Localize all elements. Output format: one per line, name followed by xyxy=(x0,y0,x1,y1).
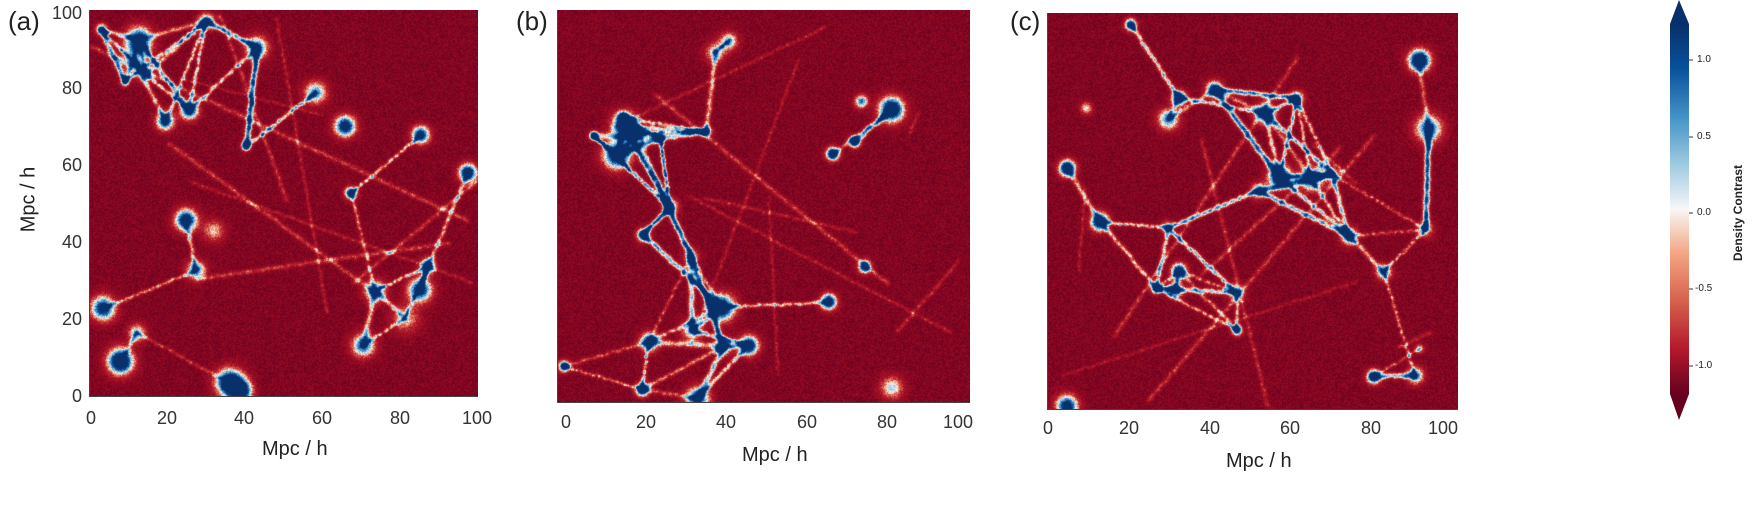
panel-label-a: (a) xyxy=(8,6,40,36)
y-axis-b xyxy=(557,10,558,403)
xtick-c-100: 100 xyxy=(1428,418,1459,438)
xtick-c-60: 60 xyxy=(1280,418,1301,438)
xlabel-b: Mpc / h xyxy=(742,444,808,466)
xtick-c-0: 0 xyxy=(1043,418,1054,438)
ytick-a-40: 40 xyxy=(62,232,83,252)
ylabel-a: Mpc / h xyxy=(17,166,40,233)
ytick-a-20: 20 xyxy=(62,309,83,329)
colorbar-tick-0: 0.0 xyxy=(1697,207,1711,218)
xtick-a-0: 0 xyxy=(86,408,97,428)
xtick-b-40: 40 xyxy=(716,412,737,432)
xtick-c-40: 40 xyxy=(1200,418,1221,438)
colorbar xyxy=(1670,0,1693,420)
colorbar-top-arrow xyxy=(1670,0,1689,24)
xtick-b-80: 80 xyxy=(877,412,898,432)
panel-label-c: (c) xyxy=(1010,6,1041,36)
panel-label-b: (b) xyxy=(516,6,548,36)
xtick-b-100: 100 xyxy=(943,412,974,432)
density-map-a xyxy=(90,10,478,396)
density-map-c xyxy=(1048,13,1458,409)
xtick-c-80: 80 xyxy=(1361,418,1382,438)
colorbar-tick-1: 1.0 xyxy=(1697,54,1711,65)
xtick-a-40: 40 xyxy=(234,408,255,428)
xtick-c-20: 20 xyxy=(1119,418,1140,438)
colorbar-tick-neg-1: -1.0 xyxy=(1695,360,1713,371)
ytick-a-0: 0 xyxy=(72,386,83,406)
density-map-b xyxy=(558,10,970,402)
x-axis-b xyxy=(557,402,970,403)
colorbar-bar xyxy=(1670,24,1689,394)
y-axis-a xyxy=(89,10,90,397)
colorbar-tick-0-5: 0.5 xyxy=(1697,131,1711,142)
colorbar-tick-neg-0-5: -0.5 xyxy=(1695,283,1713,294)
xtick-a-100: 100 xyxy=(462,408,493,428)
xlabel-c: Mpc / h xyxy=(1226,450,1292,472)
ytick-a-100: 100 xyxy=(52,3,83,23)
y-axis-c xyxy=(1047,13,1048,410)
xlabel-a: Mpc / h xyxy=(262,438,328,460)
x-axis-a xyxy=(89,396,478,397)
colorbar-label: Density Contrast xyxy=(1731,164,1746,262)
xtick-a-60: 60 xyxy=(312,408,333,428)
colorbar-bottom-arrow xyxy=(1670,394,1689,420)
ytick-a-60: 60 xyxy=(62,155,83,175)
ytick-a-80: 80 xyxy=(62,78,83,98)
xtick-a-80: 80 xyxy=(390,408,411,428)
xtick-b-20: 20 xyxy=(636,412,657,432)
x-axis-c xyxy=(1047,409,1458,410)
xtick-a-20: 20 xyxy=(157,408,178,428)
xtick-b-0: 0 xyxy=(561,412,572,432)
xtick-b-60: 60 xyxy=(797,412,818,432)
